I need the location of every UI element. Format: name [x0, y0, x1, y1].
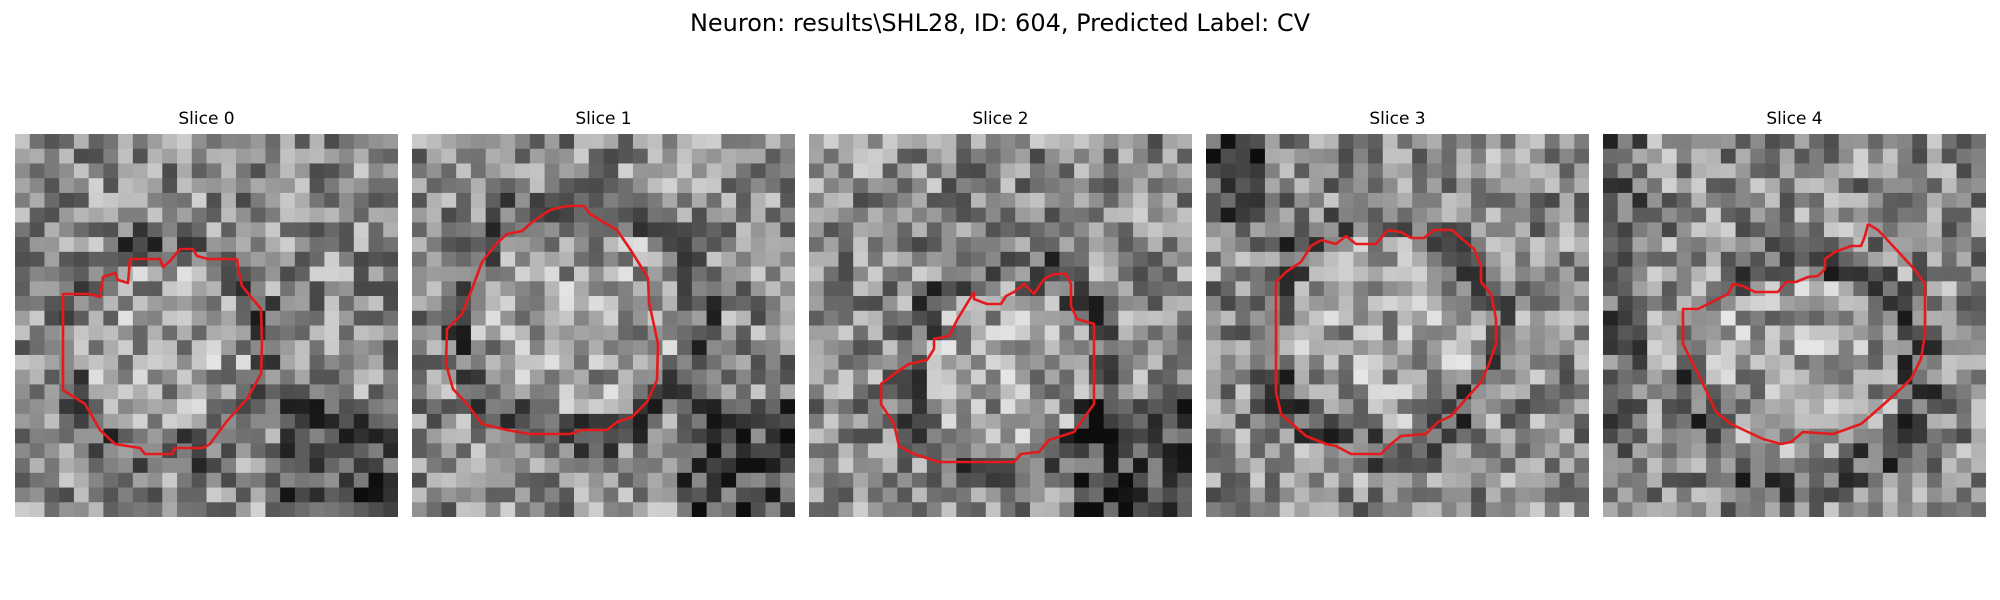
slice-title: Slice 0 — [178, 109, 235, 129]
slice-image-4 — [1603, 134, 1986, 517]
figure-title: Neuron: results\SHL28, ID: 604, Predicte… — [689, 9, 1311, 37]
pixel-grid — [1603, 134, 1986, 517]
neuron-contour — [1681, 222, 1927, 446]
pixel-grid — [1206, 134, 1589, 517]
neuron-contour — [61, 247, 264, 456]
slice-image-1 — [412, 134, 795, 517]
slice-title: Slice 3 — [1369, 109, 1426, 129]
slice-image-3 — [1206, 134, 1589, 517]
pixel-grid — [809, 134, 1192, 517]
slice-image-0 — [15, 134, 398, 517]
slice-title: Slice 2 — [972, 109, 1029, 129]
neuron-contour — [1274, 228, 1498, 456]
pixel-grid — [412, 134, 795, 517]
neuron-contour — [444, 204, 660, 436]
slice-title: Slice 1 — [575, 109, 632, 129]
neuron-contour — [879, 272, 1096, 464]
pixel-grid — [15, 134, 398, 517]
slice-title: Slice 4 — [1766, 109, 1823, 129]
slice-image-2 — [809, 134, 1192, 517]
